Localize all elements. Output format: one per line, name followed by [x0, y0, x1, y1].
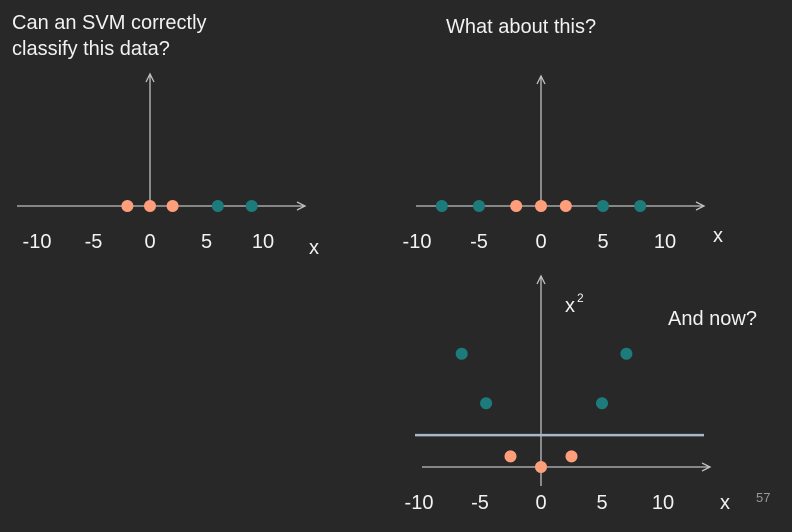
panel1-tick-label: -10 [23, 231, 52, 253]
panel2-y-axis-head [536, 74, 546, 85]
panel1-y-axis-head [145, 72, 155, 83]
panel3-x-axis-head [701, 462, 712, 472]
panel3-tick-label: -5 [471, 492, 489, 514]
panel1-data-point [245, 200, 258, 212]
panel3-tick-label: -10 [405, 492, 434, 514]
panel2-data-point [634, 200, 647, 212]
question-1-text: Can an SVM correctly classify this data? [12, 12, 207, 60]
panel1-data-point [211, 200, 224, 212]
panel3-data-point [504, 450, 517, 463]
panel3-data-point [535, 461, 547, 473]
panel3-tick-label: 10 [652, 492, 674, 514]
panel3-data-point [620, 347, 633, 360]
question-3-text: And now? [668, 308, 757, 330]
panel3-y-label: x [565, 295, 575, 317]
panel3-data-point [565, 450, 578, 463]
panel2-tick-label: 0 [535, 231, 546, 253]
panel2-data-point [535, 200, 547, 212]
panel1-tick-label: 10 [252, 231, 274, 253]
panel1-tick-label: 5 [201, 231, 212, 253]
panel3-y-axis-head [536, 274, 546, 285]
panel3-data-point [455, 347, 468, 360]
panel2-data-point [510, 200, 523, 212]
panel3-data-point [596, 397, 608, 410]
panel1-x-axis-head [296, 201, 307, 211]
panel2-tick-label: 5 [597, 231, 608, 253]
panel2-data-point [559, 200, 572, 212]
panel3-data-point [480, 397, 493, 410]
question-2-text: What about this? [446, 16, 597, 38]
panel2-data-point [435, 200, 448, 212]
panel3-y-label-superscript: 2 [577, 291, 584, 305]
panel2-tick-label: -5 [470, 231, 488, 253]
panel1-data-point [121, 200, 134, 212]
panel2-x-label: x [713, 225, 723, 247]
panel2-x-axis-head [695, 201, 706, 211]
panel3-x-label: x [720, 492, 730, 514]
panel1-data-point [166, 200, 179, 212]
panel3-tick-label: 5 [596, 492, 607, 514]
panel2-tick-label: -10 [403, 231, 432, 253]
panel2-data-point [597, 200, 609, 212]
panel1-x-label: x [309, 237, 319, 259]
panel1-data-point [144, 200, 156, 212]
slide-number: 57 [756, 490, 771, 505]
panel1-tick-label: 0 [144, 231, 155, 253]
panel2-tick-label: 10 [654, 231, 676, 253]
panel1-tick-label: -5 [85, 231, 103, 253]
panel2-data-point [473, 200, 485, 212]
panel3-tick-label: 0 [535, 492, 546, 514]
